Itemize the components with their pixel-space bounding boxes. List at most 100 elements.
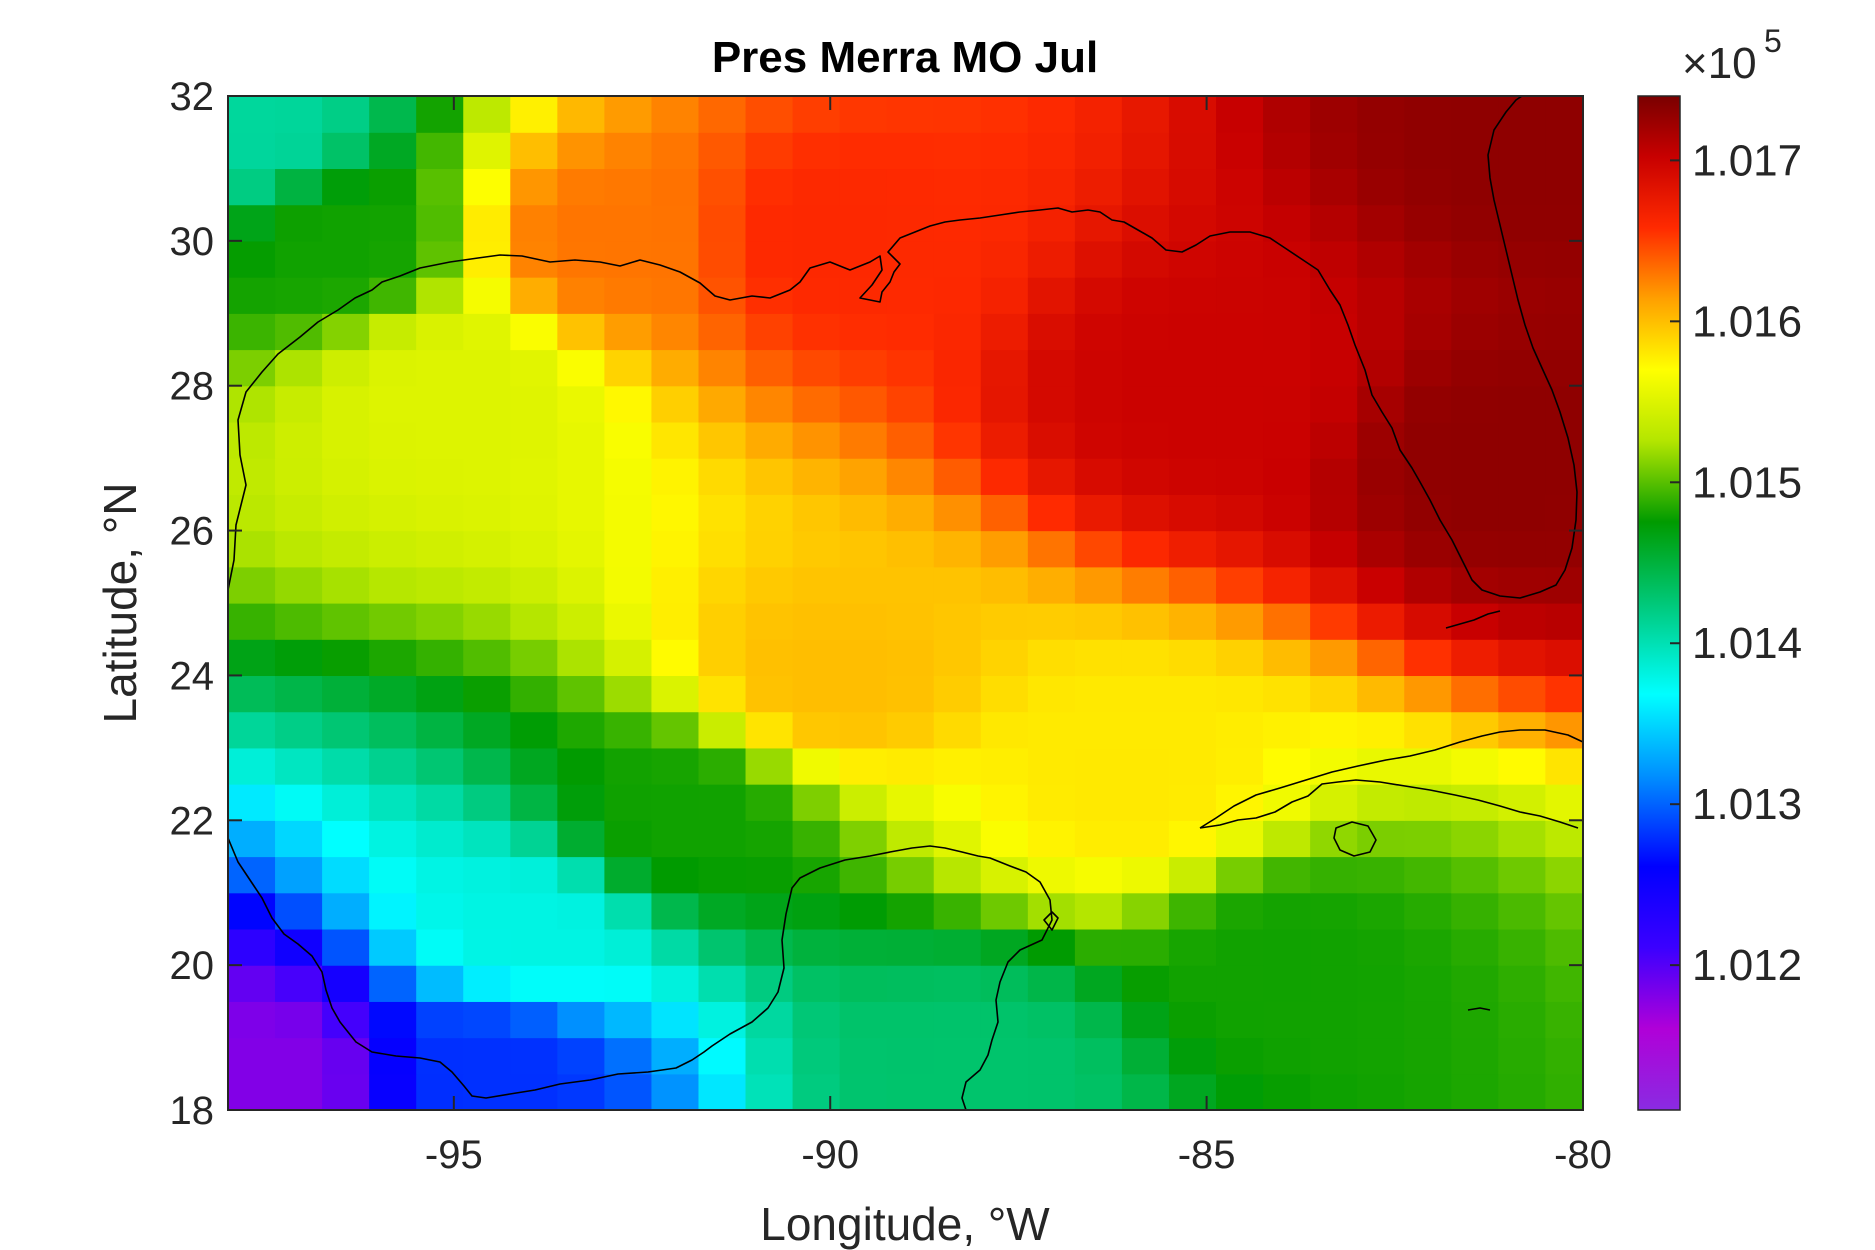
heatmap-cell (416, 675, 464, 713)
heatmap-cell (322, 421, 370, 459)
heatmap-cell (228, 349, 276, 387)
heatmap-cell (1027, 639, 1076, 677)
heatmap-cell (557, 566, 605, 604)
heatmap-cell (416, 566, 464, 604)
heatmap-cell (1121, 711, 1170, 749)
heatmap-cell (651, 168, 700, 206)
heatmap-cell (228, 965, 276, 1002)
heatmap-cell (275, 747, 323, 785)
heatmap-cell (1263, 494, 1311, 532)
heatmap-cell (698, 784, 747, 821)
heatmap-cell (1545, 892, 1583, 930)
heatmap-cell (1404, 421, 1452, 459)
heatmap-cell (1404, 385, 1452, 423)
heatmap-cell (839, 458, 888, 495)
heatmap-cell (322, 1037, 370, 1075)
heatmap-cell (1027, 566, 1076, 604)
heatmap-cell (322, 349, 370, 387)
heatmap-cell (1168, 458, 1217, 495)
heatmap-cell (1451, 928, 1499, 966)
heatmap-cell (557, 204, 605, 242)
heatmap-cell (933, 1073, 982, 1110)
heatmap-cell (1216, 168, 1264, 206)
heatmap-cell (839, 132, 888, 170)
heatmap-cell (604, 603, 653, 640)
heatmap-cell (792, 168, 841, 206)
heatmap-cell (1263, 277, 1311, 314)
heatmap-cell (1263, 313, 1311, 351)
heatmap-cell (1121, 168, 1170, 206)
heatmap-cell (416, 892, 464, 930)
heatmap-cell (745, 928, 794, 966)
heatmap-cell (1498, 856, 1546, 894)
heatmap-cell (369, 747, 417, 785)
heatmap-cell (792, 820, 841, 858)
heatmap-cell (1168, 494, 1217, 532)
heatmap-cell (369, 1073, 417, 1110)
heatmap-cell (322, 566, 370, 604)
heatmap-cell (1263, 566, 1311, 604)
heatmap-cell (275, 96, 323, 133)
heatmap-cell (1216, 892, 1264, 930)
heatmap-cell (510, 711, 558, 749)
heatmap-cell (1451, 747, 1499, 785)
heatmap-cell (416, 1073, 464, 1110)
heatmap-cell (651, 204, 700, 242)
heatmap-cell (557, 96, 605, 133)
heatmap-cell (1498, 277, 1546, 314)
heatmap-cell (980, 1001, 1029, 1039)
y-tick-label: 18 (170, 1089, 215, 1133)
heatmap-cell (886, 132, 935, 170)
heatmap-cell (416, 1037, 464, 1075)
heatmap-cell (463, 313, 511, 351)
heatmap-cell (980, 1073, 1029, 1110)
heatmap-cell (228, 566, 276, 604)
heatmap-cell (745, 566, 794, 604)
heatmap-cell (886, 856, 935, 894)
heatmap-cell (698, 1001, 747, 1039)
heatmap-cell (933, 928, 982, 966)
heatmap-cell (745, 965, 794, 1002)
heatmap-cell (604, 747, 653, 785)
heatmap-cell (604, 711, 653, 749)
heatmap-cell (792, 204, 841, 242)
heatmap-cell (1545, 494, 1583, 532)
heatmap-cell (745, 385, 794, 423)
heatmap-cell (510, 204, 558, 242)
heatmap-cell (275, 204, 323, 242)
heatmap-cell (1216, 1001, 1264, 1039)
heatmap-cell (1263, 1001, 1311, 1039)
heatmap-cell (463, 1001, 511, 1039)
heatmap-cell (933, 349, 982, 387)
heatmap-cell (1121, 132, 1170, 170)
heatmap-cell (1263, 349, 1311, 387)
heatmap-cell (651, 711, 700, 749)
heatmap-cell (1451, 240, 1499, 278)
heatmap-cell (651, 892, 700, 930)
heatmap-cell (463, 421, 511, 459)
x-tick-label: -95 (425, 1133, 483, 1177)
heatmap-cell (228, 639, 276, 677)
heatmap-cell (1216, 965, 1264, 1002)
heatmap-cell (1121, 639, 1170, 677)
heatmap-cell (369, 603, 417, 640)
heatmap-cell (792, 132, 841, 170)
heatmap-cell (1498, 204, 1546, 242)
heatmap-cell (1168, 784, 1217, 821)
heatmap-cell (275, 421, 323, 459)
heatmap-cell (1451, 639, 1499, 677)
heatmap-cell (698, 711, 747, 749)
heatmap-cell (1074, 132, 1123, 170)
heatmap-cell (557, 892, 605, 930)
heatmap-cell (980, 747, 1029, 785)
heatmap-cell (275, 965, 323, 1002)
heatmap-cell (1404, 277, 1452, 314)
heatmap-cell (651, 385, 700, 423)
heatmap-cell (1216, 820, 1264, 858)
heatmap-cell (1074, 349, 1123, 387)
heatmap-cell (886, 747, 935, 785)
heatmap-cell (604, 421, 653, 459)
heatmap-cell (745, 1073, 794, 1110)
heatmap-cell (1027, 349, 1076, 387)
heatmap-cell (604, 313, 653, 351)
